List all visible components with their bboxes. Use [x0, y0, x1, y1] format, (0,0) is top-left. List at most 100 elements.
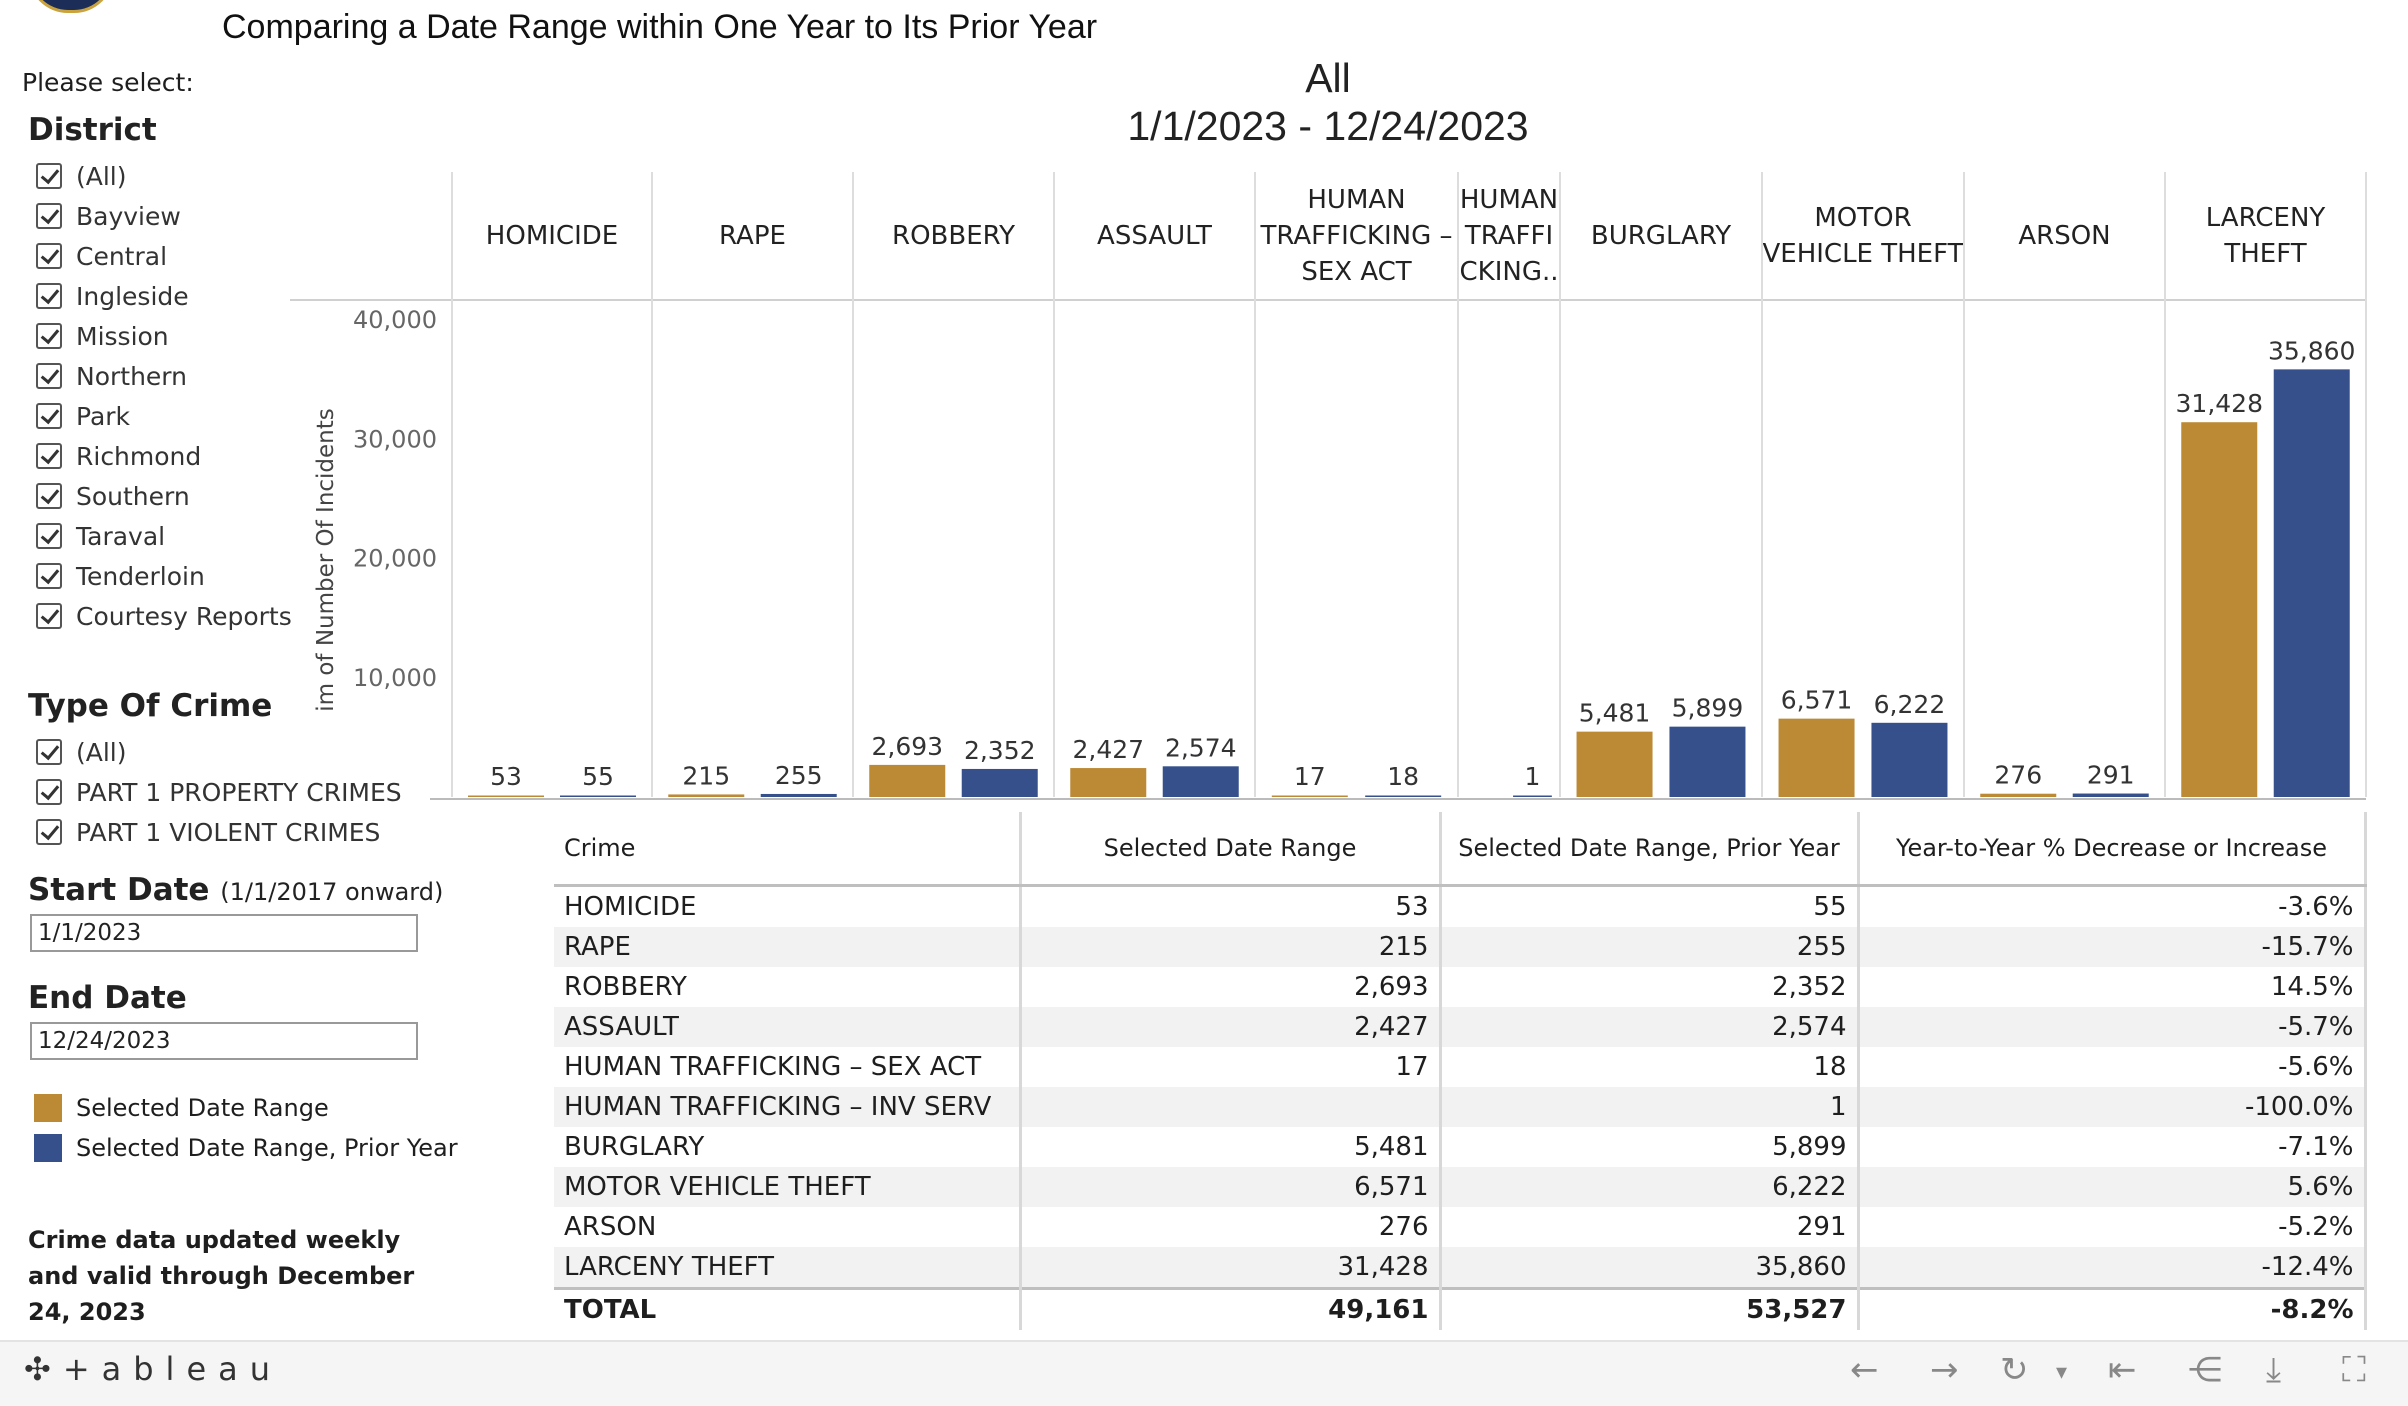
table-cell: -15.7%: [1858, 927, 2367, 967]
bar-value-label: 276: [1994, 761, 2042, 790]
category-header: LARCENY THEFT: [2205, 203, 2326, 269]
table-cell: 53,527: [1440, 1287, 1860, 1330]
table-cell: 2,352: [1440, 967, 1860, 1007]
district-option[interactable]: Richmond: [36, 438, 201, 474]
dropdown-icon[interactable]: ▾: [2056, 1360, 2068, 1385]
district-option-label: Central: [76, 241, 168, 271]
bar-value-label: 5,899: [1672, 694, 1744, 723]
crime-type-option[interactable]: PART 1 VIOLENT CRIMES: [36, 814, 380, 850]
table-cell: 5.6%: [1858, 1167, 2367, 1207]
table-cell: -12.4%: [1858, 1247, 2367, 1289]
bar-prior: [1365, 795, 1442, 797]
district-option-label: Richmond: [76, 441, 202, 471]
checkbox-checked-icon[interactable]: [36, 283, 62, 309]
table-row: ROBBERY 2,693 2,352 14.5%: [554, 967, 2367, 1007]
start-date-label: Start Date: [28, 872, 210, 908]
legend-item-selected[interactable]: Selected Date Range: [34, 1090, 329, 1126]
bar-chart: 40,000 30,000 20,000 10,000 im of Number Of …: [290, 172, 2367, 800]
table-cell: 276: [1020, 1207, 1442, 1247]
table-cell: HOMICIDE: [554, 885, 1022, 927]
table-cell: -5.2%: [1858, 1207, 2367, 1247]
category-header: ROBBERY: [892, 221, 1015, 251]
table-row: HUMAN TRAFFICKING – SEX ACT 17 18 -5.6%: [554, 1047, 2367, 1087]
checkbox-checked-icon[interactable]: [36, 203, 62, 229]
district-option[interactable]: Park: [36, 398, 130, 434]
revert-icon[interactable]: ↻: [2000, 1350, 2029, 1390]
checkbox-checked-icon[interactable]: [36, 403, 62, 429]
legend-swatch-selected: [34, 1094, 62, 1122]
table-header-row: Crime Selected Date Range Selected Date …: [554, 812, 2367, 887]
checkbox-checked-icon[interactable]: [36, 523, 62, 549]
page-title: Comparing a Date Range within One Year t…: [222, 8, 1098, 46]
checkbox-checked-icon[interactable]: [36, 819, 62, 845]
redo-icon[interactable]: →: [1930, 1350, 1959, 1390]
crime-type-option-label: (All): [76, 737, 127, 767]
table-cell: BURGLARY: [554, 1127, 1022, 1167]
district-option[interactable]: Southern: [36, 478, 190, 514]
bar-selected: [668, 794, 745, 797]
bar-selected: [1980, 793, 2057, 797]
checkbox-checked-icon[interactable]: [36, 163, 62, 189]
table-cell: -100.0%: [1858, 1087, 2367, 1127]
column-header-change[interactable]: Year-to-Year % Decrease or Increase: [1858, 812, 2367, 887]
district-option[interactable]: Ingleside: [36, 278, 189, 314]
district-option[interactable]: Northern: [36, 358, 187, 394]
bar-value-label: 6,222: [1874, 690, 1946, 719]
reset-icon[interactable]: ⇤: [2108, 1350, 2137, 1390]
district-option[interactable]: Taraval: [36, 518, 165, 554]
end-date-input[interactable]: [30, 1022, 418, 1060]
fullscreen-icon[interactable]: ⛶: [2342, 1350, 2366, 1390]
checkbox-checked-icon[interactable]: [36, 603, 62, 629]
table-cell: TOTAL: [554, 1287, 1022, 1330]
table-cell: 2,693: [1020, 967, 1442, 1007]
bar-selected: [1576, 731, 1653, 797]
y-tick-label: 20,000: [353, 545, 437, 573]
category-header: RAPE: [719, 221, 786, 251]
bar-value-label: 2,352: [964, 736, 1036, 765]
district-option-label: Park: [76, 401, 131, 431]
end-date-label: End Date: [28, 980, 187, 1016]
bar-value-label: 17: [1294, 762, 1326, 791]
tableau-logo[interactable]: ✣+ableau: [24, 1350, 282, 1388]
download-icon[interactable]: ⤓: [2266, 1350, 2282, 1390]
crime-type-option[interactable]: (All): [36, 734, 127, 770]
district-option[interactable]: Bayview: [36, 198, 181, 234]
bar-prior: [1871, 722, 1948, 797]
bar-value-label: 5,481: [1579, 699, 1651, 728]
share-icon[interactable]: ⋲: [2188, 1350, 2222, 1390]
y-tick-label: 40,000: [353, 306, 437, 334]
crime-type-option[interactable]: PART 1 PROPERTY CRIMES: [36, 774, 402, 810]
district-option[interactable]: Mission: [36, 318, 169, 354]
column-header-prior[interactable]: Selected Date Range, Prior Year: [1440, 812, 1860, 887]
checkbox-checked-icon[interactable]: [36, 363, 62, 389]
district-option[interactable]: Central: [36, 238, 167, 274]
table-cell: -5.6%: [1858, 1047, 2367, 1087]
district-option[interactable]: Courtesy Reports: [36, 598, 292, 634]
checkbox-checked-icon[interactable]: [36, 779, 62, 805]
category-header: ARSON: [2018, 221, 2111, 251]
checkbox-checked-icon[interactable]: [36, 443, 62, 469]
checkbox-checked-icon[interactable]: [36, 483, 62, 509]
bar-prior: [760, 793, 837, 797]
table-row: BURGLARY 5,481 5,899 -7.1%: [554, 1127, 2367, 1167]
table-row: ASSAULT 2,427 2,574 -5.7%: [554, 1007, 2367, 1047]
district-option[interactable]: Tenderloin: [36, 558, 205, 594]
checkbox-checked-icon[interactable]: [36, 739, 62, 765]
please-select-label: Please select:: [22, 68, 194, 97]
checkbox-checked-icon[interactable]: [36, 243, 62, 269]
undo-icon[interactable]: ←: [1850, 1350, 1879, 1390]
table-cell: HUMAN TRAFFICKING – INV SERV: [554, 1087, 1022, 1127]
checkbox-checked-icon[interactable]: [36, 563, 62, 589]
district-option-label: Tenderloin: [76, 561, 205, 591]
start-date-input[interactable]: [30, 914, 418, 952]
checkbox-checked-icon[interactable]: [36, 323, 62, 349]
table-cell: MOTOR VEHICLE THEFT: [554, 1167, 1022, 1207]
legend-item-prior[interactable]: Selected Date Range, Prior Year: [34, 1130, 458, 1166]
column-header-selected[interactable]: Selected Date Range: [1020, 812, 1442, 887]
chart-date-range: 1/1/2023 - 12/24/2023: [1127, 103, 1529, 149]
bar-selected: [2181, 422, 2258, 797]
bar-selected: [1271, 795, 1348, 797]
district-option[interactable]: (All): [36, 158, 127, 194]
column-header-crime[interactable]: Crime: [554, 812, 1022, 887]
table-cell: ARSON: [554, 1207, 1022, 1247]
